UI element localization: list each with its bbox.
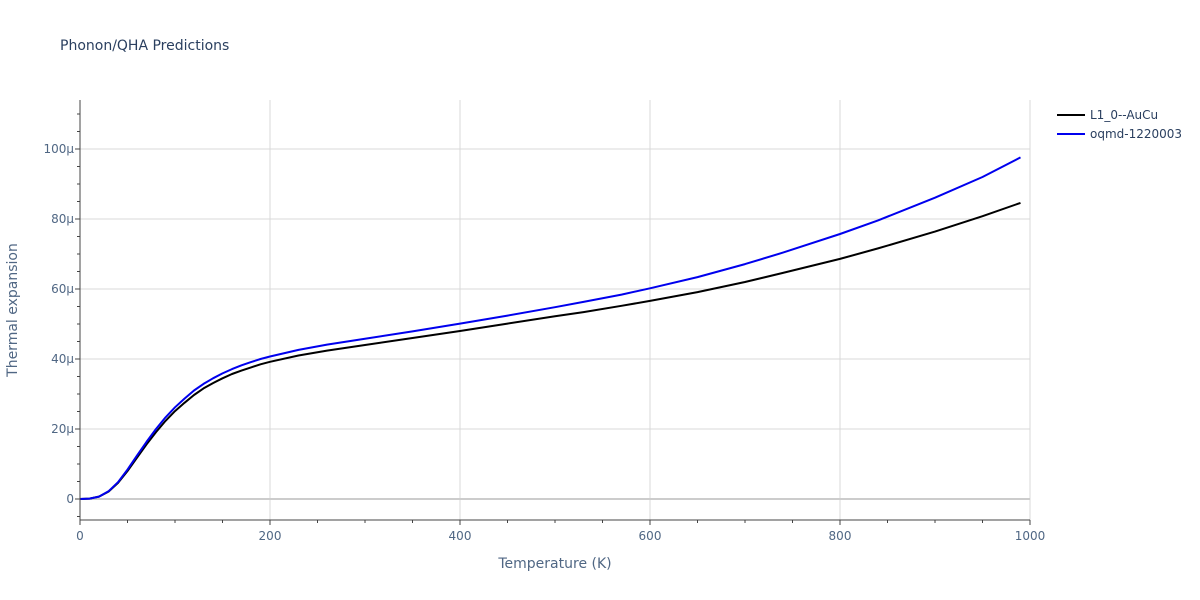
y-tick-label: 60μ [51, 282, 74, 296]
series-layer [79, 156, 1021, 500]
legend[interactable]: L1_0--AuCu oqmd-1220003 [1057, 108, 1182, 141]
y-axis-title: Thermal expansion [5, 243, 21, 378]
x-axis-title: Temperature (K) [497, 556, 611, 572]
y-tick-label: 0 [66, 492, 74, 506]
axes-layer: 0 200 400 600 800 1000 0 20μ 40μ 60μ 80μ 100μ [43, 100, 1045, 543]
x-tick-label: 600 [639, 529, 662, 543]
series-line-1[interactable] [79, 156, 1021, 500]
y-tick-label: 20μ [51, 422, 74, 436]
x-tick-label: 0 [76, 529, 84, 543]
x-tick-label: 200 [259, 529, 282, 543]
x-tick-label: 400 [449, 529, 472, 543]
legend-label[interactable]: oqmd-1220003 [1090, 127, 1182, 141]
y-tick-label: 80μ [51, 212, 74, 226]
grid-layer [80, 100, 1031, 520]
series-line-0[interactable] [79, 201, 1021, 500]
chart-title: Phonon/QHA Predictions [60, 38, 229, 54]
x-tick-label: 800 [829, 529, 852, 543]
y-tick-label: 100μ [43, 142, 74, 156]
x-tick-label: 1000 [1015, 529, 1046, 543]
legend-label[interactable]: L1_0--AuCu [1090, 108, 1158, 122]
y-tick-label: 40μ [51, 352, 74, 366]
